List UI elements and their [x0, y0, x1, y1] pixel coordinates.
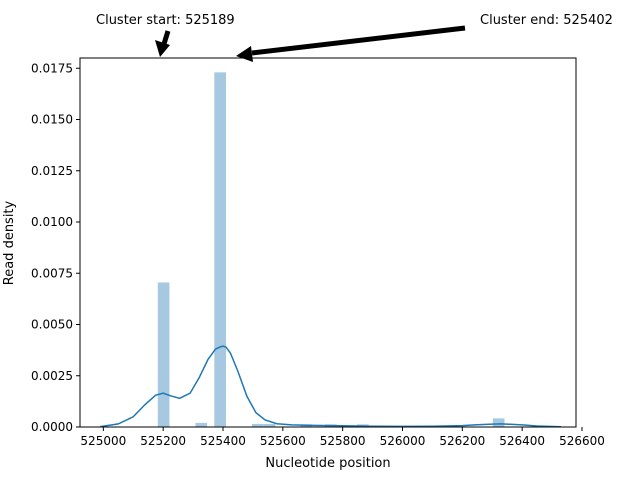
histogram-bar: [195, 422, 208, 427]
y-tick-label: 0.0000: [31, 420, 73, 434]
x-tick-label: 526200: [439, 434, 485, 448]
cluster-start-arrowhead: [155, 40, 170, 57]
histogram-bar: [492, 418, 505, 427]
x-tick-label: 526000: [380, 434, 426, 448]
x-tick-label: 525000: [80, 434, 126, 448]
x-tick-label: 525400: [200, 434, 246, 448]
y-tick-label: 0.0100: [31, 215, 73, 229]
y-tick-label: 0.0050: [31, 318, 73, 332]
y-tick-label: 0.0075: [31, 266, 73, 280]
y-tick-label: 0.0125: [31, 164, 73, 178]
cluster-start-label: Cluster start: 525189: [96, 13, 235, 28]
x-tick-label: 526400: [499, 434, 545, 448]
y-axis-label: Read density: [2, 200, 17, 285]
cluster-start-annotation: Cluster start: 525189: [96, 13, 235, 57]
x-axis-label: Nucleotide position: [265, 456, 390, 471]
x-tick-label: 526600: [559, 434, 605, 448]
y-tick-label: 0.0175: [31, 61, 73, 75]
cluster-end-arrow-shaft: [251, 25, 466, 56]
cluster-end-arrowhead: [236, 46, 253, 62]
x-tick-label: 525800: [320, 434, 366, 448]
x-tick-label: 525600: [260, 434, 306, 448]
kde-curve: [100, 345, 562, 428]
cluster-end-label: Cluster end: 525402: [480, 13, 613, 28]
cluster-end-annotation: Cluster end: 525402: [236, 13, 613, 62]
x-tick-label: 525200: [140, 434, 186, 448]
histogram-bar: [214, 72, 226, 427]
x-axis: 525000 525200 525400 525600 525800 526000 5262…: [80, 427, 605, 448]
histogram-bar: [157, 282, 170, 427]
plot-frame: [79, 57, 577, 428]
y-tick-label: 0.0150: [31, 113, 73, 127]
cluster-start-arrow-shaft: [161, 30, 171, 45]
y-axis: 0.0000 0.0025 0.0050 0.0075 0.0100 0.0125 0.01…: [31, 61, 80, 434]
histogram-bar: [252, 423, 264, 427]
histogram-bar: [263, 423, 276, 427]
y-tick-label: 0.0025: [31, 369, 73, 383]
